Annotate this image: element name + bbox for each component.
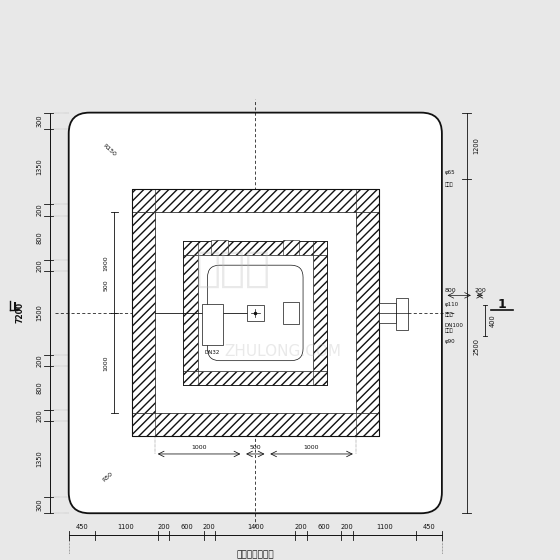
Bar: [202, 304, 223, 345]
Bar: [198, 255, 313, 371]
Bar: [313, 371, 327, 385]
Text: 600: 600: [318, 524, 330, 530]
Text: 200: 200: [157, 524, 170, 530]
Text: 400: 400: [489, 314, 496, 326]
Bar: [132, 189, 155, 212]
Text: φ65: φ65: [445, 170, 455, 175]
Text: 1200: 1200: [473, 138, 479, 155]
Text: 200: 200: [203, 524, 216, 530]
Bar: [356, 413, 379, 436]
Bar: [283, 302, 299, 324]
Bar: [184, 241, 198, 255]
Bar: [356, 189, 379, 212]
FancyBboxPatch shape: [69, 113, 442, 513]
Text: 200: 200: [295, 524, 307, 530]
Text: 1100: 1100: [118, 524, 134, 530]
Bar: [184, 241, 327, 385]
Text: 200: 200: [36, 204, 43, 216]
Text: L: L: [13, 302, 20, 312]
Text: 1400: 1400: [247, 524, 264, 530]
Text: 1000: 1000: [304, 445, 319, 450]
Text: 450: 450: [75, 524, 88, 530]
Bar: [132, 189, 379, 436]
Text: 1000: 1000: [192, 445, 207, 450]
Bar: [313, 255, 327, 371]
Text: 800: 800: [445, 288, 456, 293]
Text: ZHULONG.COM: ZHULONG.COM: [224, 344, 341, 359]
Text: DN100: DN100: [445, 323, 464, 328]
Bar: [313, 241, 327, 255]
Text: 1350: 1350: [36, 158, 43, 175]
Bar: [155, 212, 356, 413]
Text: 300: 300: [36, 498, 43, 511]
Text: 筑龙网: 筑龙网: [196, 248, 271, 290]
Bar: [211, 240, 227, 255]
Text: 200: 200: [475, 288, 487, 293]
Bar: [184, 241, 327, 385]
Text: 1000: 1000: [104, 356, 109, 371]
Text: 7200: 7200: [16, 302, 25, 324]
Text: 溢水管: 溢水管: [445, 312, 453, 317]
Text: 排水管: 排水管: [445, 328, 453, 333]
Text: 500: 500: [250, 445, 261, 450]
Text: 2500: 2500: [473, 338, 479, 355]
Bar: [184, 241, 327, 255]
Bar: [396, 297, 408, 330]
Text: 300: 300: [36, 115, 43, 127]
Bar: [132, 212, 155, 413]
Text: 800: 800: [36, 231, 43, 244]
Bar: [247, 305, 264, 321]
Text: 500: 500: [104, 279, 109, 291]
Bar: [132, 189, 379, 212]
Text: 200: 200: [36, 409, 43, 422]
Text: 1: 1: [498, 298, 507, 311]
Bar: [132, 189, 379, 436]
Bar: [184, 255, 198, 371]
Bar: [356, 212, 379, 413]
Text: 800: 800: [36, 382, 43, 394]
Text: R50: R50: [101, 472, 114, 483]
Text: DN32: DN32: [205, 350, 220, 355]
Bar: [379, 303, 396, 323]
Bar: [132, 413, 155, 436]
Text: 200: 200: [36, 354, 43, 367]
Text: 1100: 1100: [376, 524, 393, 530]
Text: 200: 200: [341, 524, 353, 530]
Text: 1900: 1900: [104, 255, 109, 270]
Text: φ110: φ110: [445, 302, 459, 307]
Text: R150: R150: [101, 143, 117, 157]
Text: 600: 600: [180, 524, 193, 530]
Text: 450: 450: [423, 524, 435, 530]
Text: 进水管: 进水管: [445, 182, 453, 187]
Bar: [283, 240, 300, 255]
Text: 200: 200: [36, 259, 43, 272]
Text: 1350: 1350: [36, 451, 43, 468]
Bar: [132, 413, 379, 436]
Bar: [184, 371, 327, 385]
Text: φ90: φ90: [445, 339, 455, 344]
Bar: [184, 371, 198, 385]
Text: 1500: 1500: [36, 305, 43, 321]
Text: 跨水平面布置图: 跨水平面布置图: [236, 550, 274, 559]
